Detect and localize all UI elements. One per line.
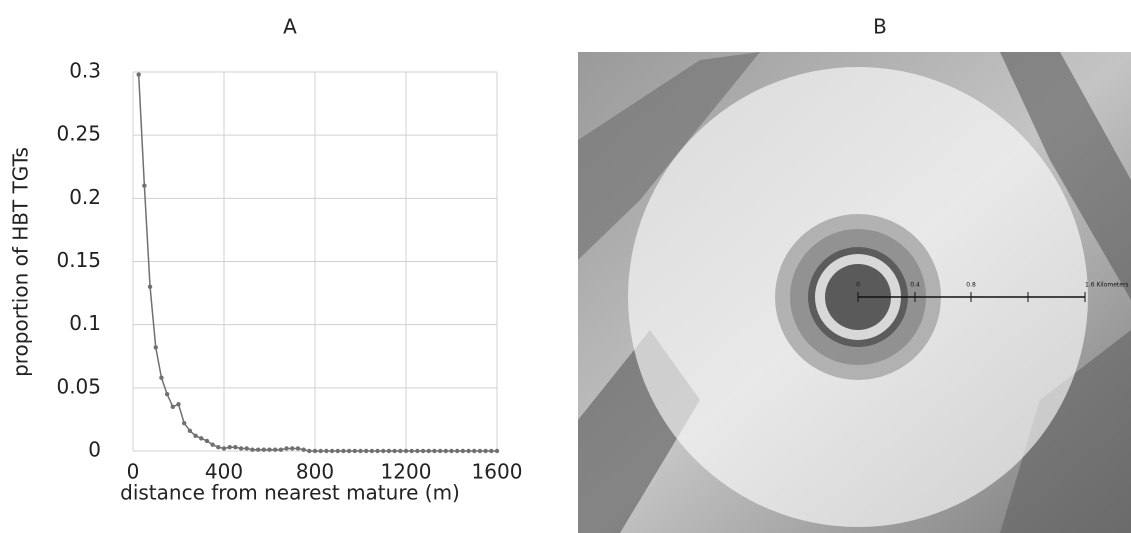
data-point (381, 449, 385, 453)
data-point (324, 449, 328, 453)
data-point (188, 429, 192, 433)
data-point (336, 449, 340, 453)
data-line (139, 75, 497, 451)
data-point (330, 449, 334, 453)
data-point (495, 449, 499, 453)
data-point (478, 449, 482, 453)
data-point (466, 449, 470, 453)
data-point (307, 449, 311, 453)
data-point (245, 446, 249, 450)
x-axis-label: distance from nearest mature (m) (120, 481, 460, 505)
data-point (415, 449, 419, 453)
data-point (273, 448, 277, 452)
data-point (392, 449, 396, 453)
data-point (176, 402, 180, 406)
data-point (239, 446, 243, 450)
data-point (250, 448, 254, 452)
data-point (233, 445, 237, 449)
data-point (347, 449, 351, 453)
scale-label: 0 (856, 282, 860, 289)
x-tick-label: 0 (127, 460, 140, 484)
data-point (165, 392, 169, 396)
data-point (375, 449, 379, 453)
data-point (432, 449, 436, 453)
data-point (370, 449, 374, 453)
data-point (199, 436, 203, 440)
data-point (358, 449, 362, 453)
data-point (353, 449, 357, 453)
y-tick-label: 0.05 (56, 374, 101, 398)
data-point (256, 448, 260, 452)
data-point (171, 405, 175, 409)
y-tick-label: 0.25 (56, 122, 101, 146)
data-point (210, 442, 214, 446)
data-point (284, 446, 288, 450)
data-point (438, 449, 442, 453)
data-point (489, 449, 493, 453)
figure: A B distance from nearest mature (m) pro… (0, 0, 1131, 533)
chart-title: A (283, 15, 297, 39)
y-tick-label: 0.2 (69, 185, 101, 209)
data-point (227, 445, 231, 449)
scale-label: 0.8 (966, 282, 976, 289)
data-point (205, 439, 209, 443)
data-point (154, 345, 158, 349)
data-point (148, 285, 152, 289)
scale-label: 0.4 (910, 282, 920, 289)
data-point (142, 184, 146, 188)
data-point (159, 376, 163, 380)
data-point (193, 434, 197, 438)
data-point (267, 448, 271, 452)
x-tick-label: 800 (296, 460, 334, 484)
x-tick-label: 1600 (472, 460, 523, 484)
data-point (427, 449, 431, 453)
data-point (290, 446, 294, 450)
y-tick-label: 0 (88, 438, 101, 462)
data-point (279, 448, 283, 452)
data-point (398, 449, 402, 453)
data-point (262, 448, 266, 452)
map-title: B (873, 15, 887, 39)
x-tick-label: 400 (205, 460, 243, 484)
data-point (301, 448, 305, 452)
scale-label: 1.6 Kilometers (1085, 282, 1129, 289)
data-point (387, 449, 391, 453)
data-point (182, 421, 186, 425)
data-point (136, 72, 140, 76)
data-point (216, 445, 220, 449)
data-point (472, 449, 476, 453)
data-point (409, 449, 413, 453)
data-point (341, 449, 345, 453)
data-point (313, 449, 317, 453)
y-axis-label: proportion of HBT TGTs (9, 147, 33, 377)
x-tick-label: 1200 (381, 460, 432, 484)
data-point (421, 449, 425, 453)
y-tick-label: 0.1 (69, 311, 101, 335)
y-tick-label: 0.15 (56, 248, 101, 272)
data-point (318, 449, 322, 453)
data-point (222, 446, 226, 450)
data-point (449, 449, 453, 453)
map: 0 0.4 0.8 1.6 Kilometers (578, 52, 1131, 533)
data-point (455, 449, 459, 453)
data-point (461, 449, 465, 453)
data-point (296, 446, 300, 450)
y-tick-label: 0.3 (69, 59, 101, 83)
data-point (404, 449, 408, 453)
data-point (483, 449, 487, 453)
data-point (444, 449, 448, 453)
data-point (364, 449, 368, 453)
